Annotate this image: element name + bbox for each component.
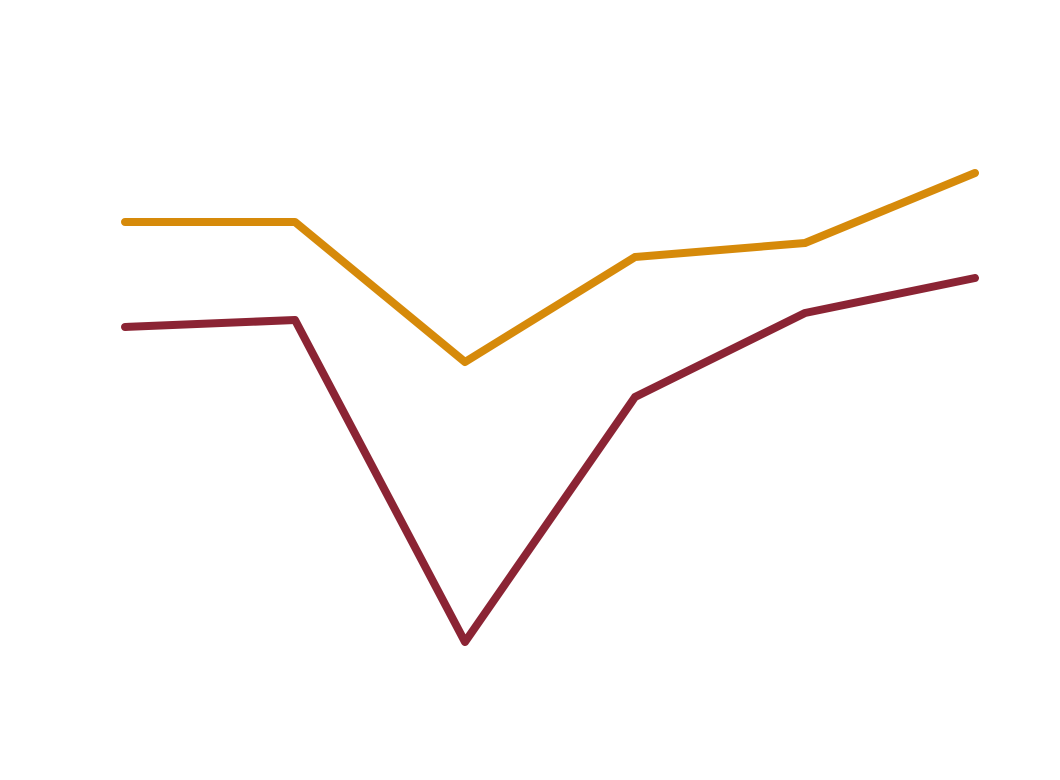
line-series <box>121 274 979 646</box>
line-series <box>121 169 979 366</box>
